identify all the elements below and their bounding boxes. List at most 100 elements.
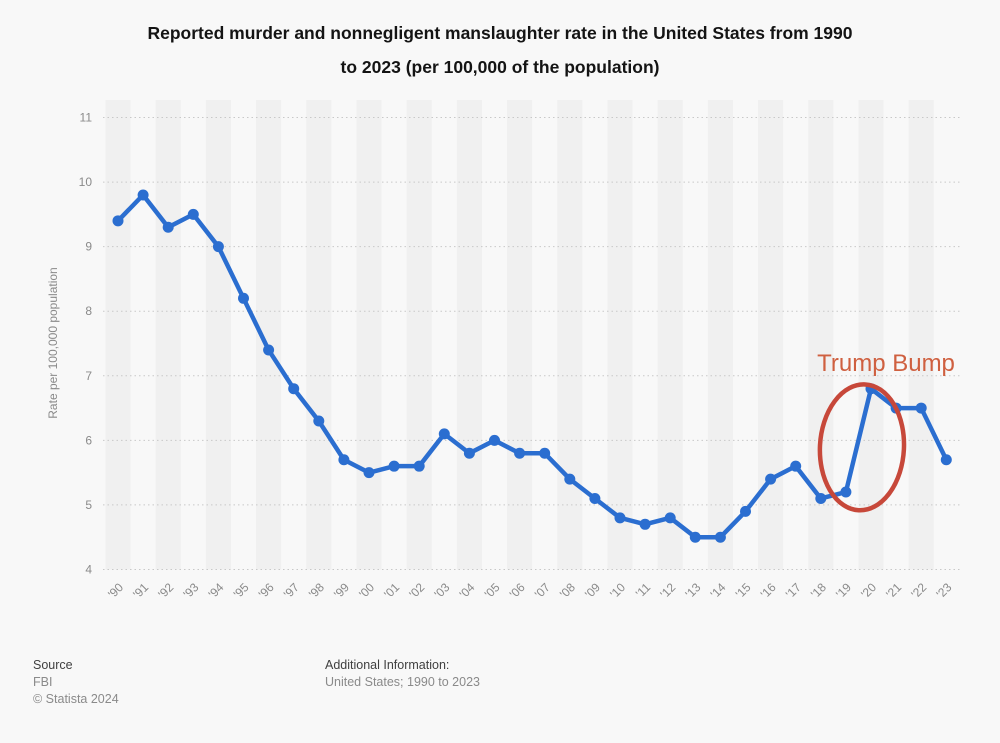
x-tick-label: '04 [457, 580, 478, 601]
footer-source-block: Source FBI © Statista 2024 [33, 657, 119, 708]
data-point [815, 492, 827, 504]
x-tick-label: '01 [381, 580, 402, 601]
data-point [664, 512, 676, 524]
data-point [363, 467, 375, 479]
plot-band [306, 100, 332, 570]
x-tick-label: '10 [607, 580, 628, 601]
data-point [940, 454, 952, 466]
x-tick-label: '97 [281, 580, 302, 601]
data-point [137, 189, 149, 201]
annotation-ellipse [817, 382, 907, 513]
x-tick-label: '21 [883, 580, 904, 601]
data-point [338, 454, 350, 466]
x-tick-label: '05 [482, 580, 503, 601]
x-tick-label: '02 [406, 580, 427, 601]
chart-title: Reported murder and nonnegligent manslau… [0, 16, 1000, 84]
source-label: Source [33, 658, 73, 672]
plot-band [205, 100, 231, 570]
y-tick-label: 11 [80, 111, 93, 125]
data-point [790, 460, 802, 472]
x-tick-label: '95 [231, 580, 252, 601]
data-point [840, 486, 852, 498]
plot-band [105, 100, 131, 570]
x-tick-label: '16 [758, 580, 779, 601]
data-point [187, 208, 199, 220]
y-tick-label: 7 [85, 369, 92, 383]
x-tick-label: '13 [682, 580, 703, 601]
copyright-notice: © Statista 2024 [33, 692, 119, 706]
plot-band [507, 100, 533, 570]
y-tick-label: 8 [85, 304, 92, 318]
x-tick-label: '19 [833, 580, 854, 601]
plot-band [456, 100, 482, 570]
x-tick-label: '07 [532, 580, 553, 601]
plot-band [356, 100, 382, 570]
data-point [765, 473, 777, 485]
data-point [689, 531, 701, 543]
data-point [740, 505, 751, 517]
data-point [564, 473, 576, 485]
plot-band [707, 100, 733, 570]
x-tick-label: '14 [708, 580, 729, 601]
x-tick-label: '06 [507, 580, 528, 601]
plot-band [607, 100, 633, 570]
x-tick-label: '09 [582, 580, 603, 601]
x-tick-label: '15 [733, 580, 754, 601]
plot-band [557, 100, 583, 570]
source-value: FBI [33, 675, 53, 689]
x-tick-label: '90 [105, 580, 126, 601]
data-point [639, 518, 651, 530]
data-point [463, 447, 475, 459]
x-tick-label: '17 [783, 580, 804, 601]
additional-info-value: United States; 1990 to 2023 [325, 675, 480, 689]
footer-additional-block: Additional Information: United States; 1… [325, 657, 480, 691]
x-tick-label: '18 [808, 580, 829, 601]
plot-band [908, 100, 934, 570]
data-point [313, 415, 325, 427]
y-tick-label: 4 [85, 563, 92, 577]
y-tick-label: 9 [85, 240, 92, 254]
plot-band [155, 100, 181, 570]
x-tick-label: '11 [633, 580, 654, 601]
plot-band [657, 100, 683, 570]
x-tick-label: '94 [206, 580, 227, 601]
chart-title-line1: Reported murder and nonnegligent manslau… [147, 23, 853, 43]
x-tick-label: '08 [557, 580, 578, 601]
data-point [162, 221, 174, 233]
data-point [413, 460, 425, 472]
trend-line [115, 192, 949, 540]
data-point [263, 344, 275, 356]
data-point [489, 434, 500, 446]
x-tick-label: '20 [858, 580, 879, 601]
annotation-text: Trump Bump [817, 350, 955, 377]
x-tick-label: '93 [180, 580, 201, 601]
plot-band [858, 100, 884, 570]
x-tick-label: '00 [356, 580, 377, 601]
y-tick-label: 5 [85, 498, 92, 512]
data-point [539, 447, 551, 459]
data-point [238, 292, 249, 304]
x-tick-label: '99 [331, 580, 352, 601]
y-tick-label: 6 [85, 433, 92, 447]
data-point [589, 492, 601, 504]
data-point [112, 215, 124, 227]
x-tick-label: '03 [431, 580, 452, 601]
x-tick-label: '22 [908, 580, 929, 601]
data-point [388, 460, 400, 472]
plot-band [758, 100, 784, 570]
x-tick-label: '98 [306, 580, 327, 601]
data-point [212, 241, 224, 253]
chart-title-line2: to 2023 (per 100,000 of the population) [340, 57, 660, 77]
x-tick-label: '23 [933, 580, 954, 601]
data-point [614, 512, 626, 524]
x-tick-label: '92 [155, 580, 176, 601]
y-tick-label: 10 [79, 175, 93, 189]
x-tick-label: '91 [130, 580, 151, 601]
data-point [915, 402, 927, 414]
data-point [714, 531, 726, 543]
additional-info-label: Additional Information: [325, 658, 450, 672]
data-point [288, 383, 300, 395]
plot-band [406, 100, 432, 570]
data-point [438, 428, 450, 440]
data-point [514, 447, 526, 459]
